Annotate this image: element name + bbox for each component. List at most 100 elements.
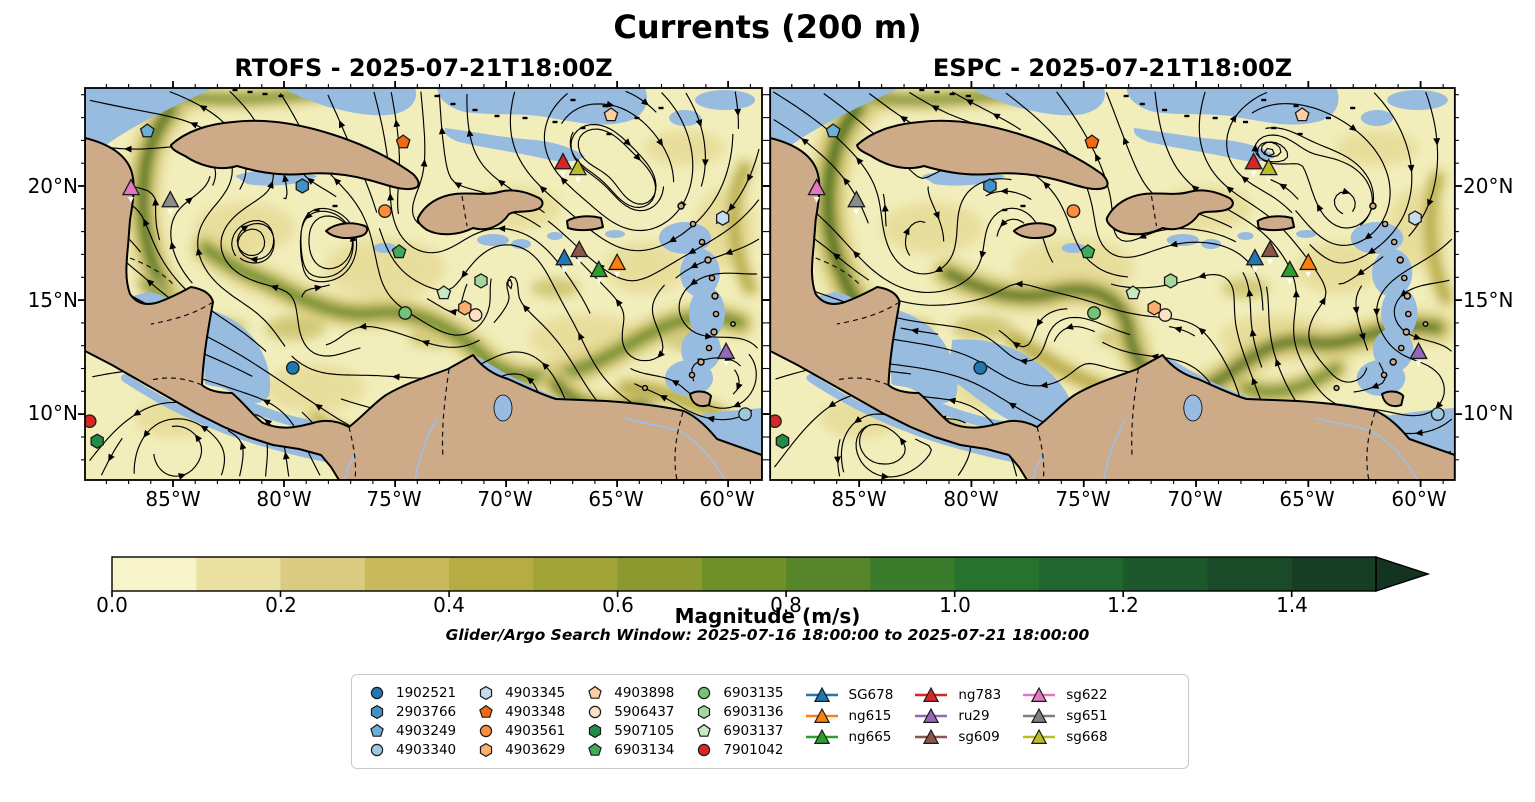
x-tick-label: 70°W	[1167, 487, 1223, 511]
colorbar-tick-label: 0.2	[265, 593, 297, 617]
argo-circle-icon	[589, 705, 602, 719]
argo-circle-icon	[698, 687, 711, 700]
glider-triangle-icon	[1023, 707, 1056, 723]
map-marker-4903348	[395, 134, 411, 149]
glider-triangle-icon	[805, 686, 838, 702]
legend-item-4903345: 4903345	[476, 684, 565, 703]
legend-column: sg622 sg651 sg668	[1021, 684, 1108, 759]
argo-hexagon-icon	[370, 705, 384, 720]
argo-hexagon-icon	[698, 705, 711, 720]
map-marker-4903348	[1084, 134, 1100, 149]
map-marker-4903561	[378, 204, 392, 218]
map-marker-ng665	[589, 260, 608, 285]
map-marker-ng665	[1280, 260, 1300, 285]
map-marker-6903137	[1125, 285, 1141, 300]
legend-label: 5907105	[614, 722, 675, 739]
map-marker-ru29	[716, 341, 736, 367]
x-tick-label: 75°W	[1055, 487, 1111, 511]
map-marker-sg622	[121, 178, 141, 203]
colorbar-tick-label: 1.0	[939, 593, 971, 617]
map-marker-ng783	[553, 152, 573, 178]
search-window-subtitle: Glider/Argo Search Window: 2025-07-16 18…	[445, 626, 1090, 644]
figure-title: Currents (200 m)	[613, 8, 922, 46]
map-marker-4903345	[1408, 210, 1422, 226]
map-marker-2903766	[295, 178, 310, 194]
legend-column: 4903898 5906437 5907105 6903134	[585, 684, 674, 759]
colorbar-tick-label: 0.4	[433, 593, 465, 617]
map-marker-4903345	[715, 210, 730, 226]
legend-label: sg651	[1066, 707, 1108, 724]
x-tick-label: 85°W	[145, 487, 201, 511]
colorbar-tick-label: 1.4	[1276, 593, 1308, 617]
legend-item-5907105: 5907105	[585, 722, 674, 741]
map-marker-SG678	[1245, 248, 1265, 274]
glider-triangle-icon	[915, 707, 948, 723]
panel-title-rtofs: RTOFS - 2025-07-21T18:00Z	[234, 54, 613, 82]
y-tick-label: 15°N	[1463, 288, 1514, 312]
map-panel-espc: ESPC - 2025-07-21T18:00Z	[763, 54, 1462, 487]
y-tick-label: 15°N	[27, 288, 78, 312]
legend-label: 6903136	[723, 704, 784, 721]
legend-item-4903561: 4903561	[476, 722, 565, 741]
legend-item-ng783: ng783	[913, 684, 1001, 705]
map-marker-SG678	[555, 248, 574, 274]
map-marker-5907105	[90, 433, 104, 449]
argo-circle-icon	[698, 743, 711, 756]
x-tick-label: 65°W	[588, 487, 644, 511]
legend-label: sg668	[1066, 728, 1108, 745]
argo-hexagon-icon	[589, 723, 602, 738]
legend-label: 5906437	[614, 704, 675, 721]
map-marker-4903340	[1430, 407, 1445, 421]
legend-label: 4903348	[505, 704, 566, 721]
map-marker-sg609	[570, 240, 589, 265]
x-tick-label: 60°W	[699, 487, 755, 511]
legend-item-ng615: ng615	[804, 705, 894, 726]
legend-label: 4903345	[505, 685, 566, 702]
x-tick-label: 70°W	[477, 487, 533, 511]
map-marker-7901042	[85, 414, 97, 429]
argo-pentagon-icon	[588, 742, 603, 756]
map-marker-5906437	[468, 308, 483, 322]
map-marker-6903134	[391, 244, 407, 259]
legend-label: 7901042	[723, 741, 784, 758]
x-tick-label: 80°W	[256, 487, 312, 511]
argo-pentagon-icon	[697, 723, 712, 737]
x-tick-label: 80°W	[943, 487, 999, 511]
legend-item-sg622: sg622	[1021, 684, 1108, 705]
x-tick-label: 75°W	[366, 487, 422, 511]
legend-item-5906437: 5906437	[585, 703, 674, 722]
legend-label: SG678	[848, 686, 894, 703]
y-tick-label: 20°N	[27, 174, 78, 198]
legend-label: sg622	[1066, 686, 1108, 703]
legend-label: 4903561	[505, 722, 566, 739]
glider-triangle-icon	[805, 728, 838, 744]
legend-label: 4903629	[505, 741, 566, 758]
map-marker-4903561	[1066, 204, 1081, 218]
legend-item-6903137: 6903137	[694, 722, 784, 741]
map-marker-1902521	[285, 361, 300, 375]
glider-triangle-icon	[805, 707, 838, 723]
legend-column: 6903135 6903136 6903137 7901042	[694, 684, 784, 759]
map-marker-5907105	[775, 433, 790, 449]
legend-item-6903136: 6903136	[694, 703, 784, 722]
argo-pentagon-icon	[588, 686, 603, 700]
x-tick-label: 60°W	[1391, 487, 1447, 511]
map-marker-4903249	[825, 123, 841, 138]
legend-item-4903249: 4903249	[367, 722, 456, 741]
legend-column: 4903345 4903348 4903561 4903629	[476, 684, 565, 759]
argo-hexagon-icon	[479, 686, 493, 701]
map-marker-4903340	[738, 407, 752, 421]
map-marker-6903134	[1080, 244, 1096, 259]
map-marker-4903629	[458, 300, 472, 316]
map-marker-4903898	[1294, 107, 1310, 122]
legend-item-4903629: 4903629	[476, 740, 565, 759]
argo-pentagon-icon	[370, 723, 384, 737]
map-marker-ng783	[1244, 152, 1263, 178]
colorbar-tick-label: 0.8	[770, 593, 802, 617]
legend-item-ng665: ng665	[804, 726, 894, 747]
legend-item-4903340: 4903340	[367, 740, 456, 759]
colorbar	[100, 550, 1445, 602]
map-marker-sg668	[1259, 158, 1278, 183]
map-marker-4903629	[1147, 300, 1162, 316]
colorbar-axis-label: Magnitude (m/s)	[674, 604, 861, 628]
